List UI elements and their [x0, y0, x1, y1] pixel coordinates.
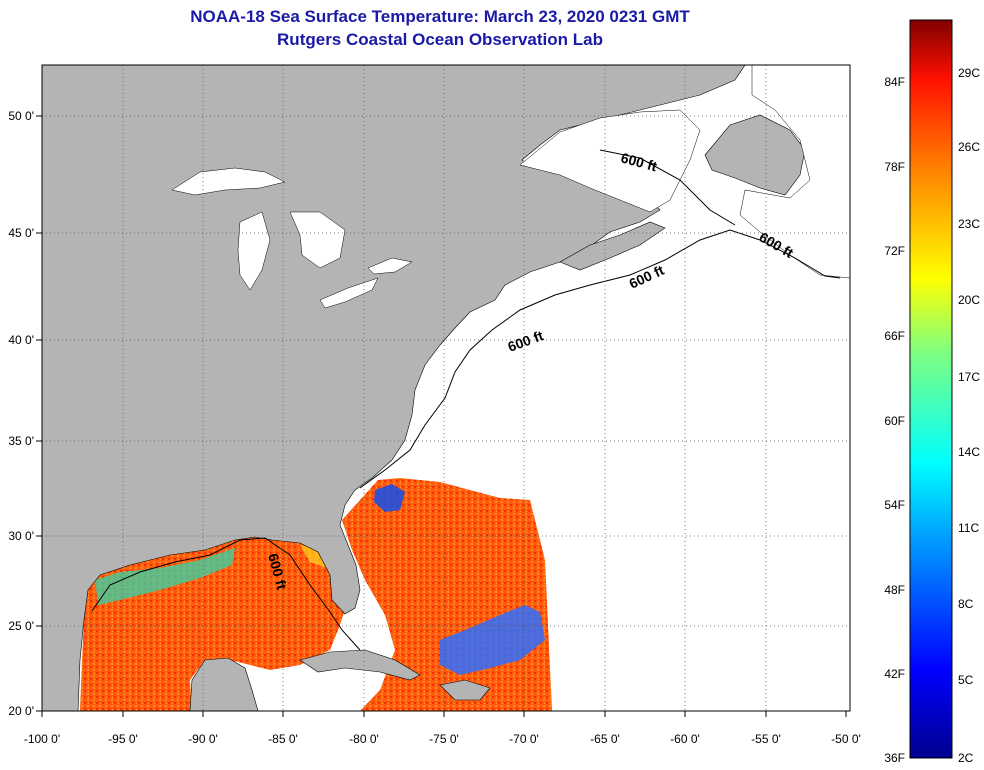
lon-label: -100 0' [24, 732, 60, 746]
lat-label: 35 0' [8, 434, 34, 448]
longitude-labels: -100 0' -95 0' -90 0' -85 0' -80 0' -75 0' -70… [24, 711, 861, 746]
lon-label: -85 0' [268, 732, 298, 746]
colorbar-label-f: 36F [884, 751, 905, 765]
colorbar-label-f: 48F [884, 583, 905, 597]
graticule [42, 65, 850, 711]
gulf-st-lawrence [519, 109, 701, 213]
colorbar-label-c: 20C [958, 293, 980, 307]
colorbar-label-c: 8C [958, 597, 974, 611]
colorbar-label-f: 66F [884, 329, 905, 343]
lon-label: -75 0' [429, 732, 459, 746]
colorbar-label-f: 60F [884, 414, 905, 428]
lake-huron [289, 211, 346, 269]
land-hispaniola [439, 679, 491, 701]
isobath-600ft-atlantic [359, 229, 841, 489]
sst-green-gulf-shelf [95, 548, 235, 605]
hudson-bay-fragment [739, 65, 850, 279]
isobath-600ft-stlawrence [599, 149, 736, 226]
lat-label: 50 0' [8, 109, 34, 123]
latitude-labels: 20 0' 25 0' 30 0' 35 0' 40 0' 45 0' 50 0' [8, 109, 42, 718]
lake-superior [171, 167, 286, 196]
map-title: NOAA-18 Sea Surface Temperature: March 2… [190, 7, 690, 26]
lat-label: 45 0' [8, 226, 34, 240]
lon-label: -95 0' [108, 732, 138, 746]
lon-label: -60 0' [670, 732, 700, 746]
colorbar-label-f: 84F [884, 75, 905, 89]
lon-label: -80 0' [349, 732, 379, 746]
lon-label: -90 0' [188, 732, 218, 746]
lake-michigan [237, 211, 271, 291]
land-yucatan [189, 657, 259, 711]
land-cuba [299, 649, 421, 681]
lat-label: 25 0' [8, 619, 34, 633]
land-newfoundland [704, 114, 806, 196]
isobath-600ft-gulf [91, 537, 361, 651]
colorbar-label-c: 29C [958, 66, 980, 80]
sst-cool-patch-carolina [374, 484, 405, 512]
colorbar-label-c: 5C [958, 673, 974, 687]
lon-label: -70 0' [509, 732, 539, 746]
lon-label: -65 0' [590, 732, 620, 746]
lon-label: -55 0' [751, 732, 781, 746]
lake-erie [319, 277, 379, 309]
colorbar-label-c: 2C [958, 751, 974, 765]
land-nova-scotia [559, 221, 666, 271]
colorbar-label-f: 54F [884, 498, 905, 512]
colorbar-label-c: 17C [958, 370, 980, 384]
lat-label: 40 0' [8, 333, 34, 347]
lat-label: 30 0' [8, 529, 34, 543]
colorbar-label-c: 14C [958, 445, 980, 459]
plot-frame [41, 64, 851, 712]
colorbar-label-f: 72F [884, 244, 905, 258]
colorbar-labels: 84F 78F 72F 66F 60F 54F 48F 42F 36F 29C 26C 23C 20C 1… [884, 66, 980, 765]
lat-label: 20 0' [8, 704, 34, 718]
map-subtitle: Rutgers Coastal Ocean Observation Lab [277, 30, 603, 49]
lake-ontario [367, 257, 413, 275]
colorbar-label-c: 23C [958, 217, 980, 231]
colorbar-label-c: 11C [958, 521, 979, 535]
colorbar-label-c: 26C [958, 140, 980, 154]
sst-cool-patch-bahamas [440, 605, 545, 675]
colorbar-label-f: 42F [884, 667, 905, 681]
colorbar [909, 19, 953, 759]
colorbar-label-f: 78F [884, 160, 905, 174]
lon-label: -50 0' [831, 732, 861, 746]
